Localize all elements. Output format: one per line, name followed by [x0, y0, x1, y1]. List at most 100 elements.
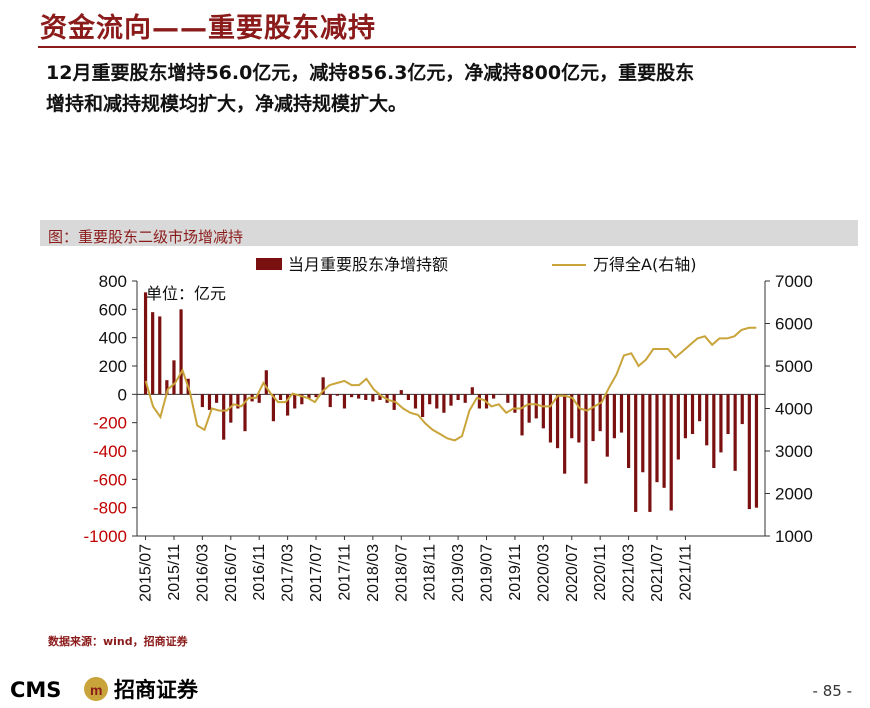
right-tick-label: 5000	[775, 357, 813, 376]
bar-net-holding	[463, 394, 467, 403]
bar-net-holding	[470, 387, 474, 395]
svg-text:m: m	[90, 682, 102, 698]
bar-net-holding	[541, 394, 545, 429]
left-tick-label: 0	[118, 385, 127, 404]
logo-emblem-icon	[84, 677, 108, 701]
bar-net-holding	[200, 394, 204, 408]
bar-net-holding	[683, 394, 688, 439]
x-tick-label: 2021/11	[677, 544, 694, 601]
bar-net-holding	[236, 394, 240, 409]
right-tick-label: 4000	[775, 400, 813, 419]
cms-logo: CMS m 招商证券	[10, 674, 230, 702]
bar-net-holding	[371, 394, 375, 402]
bar-net-holding	[641, 394, 645, 473]
bar-net-holding	[584, 394, 588, 484]
bar-net-holding	[300, 394, 304, 405]
bar-net-holding	[151, 312, 155, 395]
x-tick-label: 2019/11	[507, 544, 524, 601]
x-tick-label: 2017/07	[308, 544, 325, 602]
bar-net-holding	[634, 394, 638, 512]
legend-bar-swatch	[256, 258, 282, 270]
bar-net-holding	[499, 394, 503, 395]
bar-net-holding	[420, 394, 425, 417]
bar-net-holding	[335, 394, 339, 396]
logo-latin-text: CMS	[10, 678, 61, 702]
legend-line-label: 万得全A(右轴)	[593, 255, 696, 274]
bar-net-holding	[222, 394, 226, 440]
bar-net-holding	[207, 394, 212, 410]
bar-net-holding	[619, 394, 624, 433]
bar-net-holding	[278, 394, 283, 400]
left-tick-label: -800	[93, 499, 127, 518]
bar-net-holding	[712, 394, 716, 468]
chart-header-band	[40, 220, 858, 246]
x-tick-label: 2017/03	[280, 544, 297, 602]
bar-net-holding	[648, 394, 652, 512]
x-tick-label: 2018/03	[365, 544, 382, 602]
bar-net-holding	[364, 394, 368, 400]
bar-net-holding	[705, 394, 709, 446]
legend-bar-label: 当月重要股东净增持额	[288, 255, 448, 274]
bar-net-holding	[349, 394, 354, 398]
right-tick-label: 2000	[775, 485, 813, 504]
left-tick-label: 400	[99, 329, 127, 348]
bar-net-holding	[754, 394, 759, 508]
bar-net-holding	[442, 394, 446, 413]
unit-label: 单位：亿元	[146, 284, 226, 303]
bar-net-holding	[506, 394, 510, 403]
bar-net-holding	[229, 394, 233, 423]
page-title: 资金流向——重要股东减持	[40, 13, 376, 44]
bar-net-holding	[449, 394, 453, 406]
logo-cn-text: 招商证券	[114, 678, 199, 702]
x-tick-label: 2015/11	[166, 544, 183, 601]
bar-net-holding	[669, 394, 673, 511]
bar-net-holding	[662, 394, 666, 488]
x-tick-label: 2018/11	[422, 544, 439, 601]
bar-net-holding	[328, 394, 332, 408]
right-tick-label: 7000	[775, 272, 813, 291]
x-tick-label: 2021/07	[649, 544, 666, 602]
bar-net-holding	[321, 377, 325, 395]
bar-net-holding	[286, 394, 290, 416]
bar-net-holding	[243, 394, 247, 432]
right-tick-label: 3000	[775, 442, 813, 461]
bar-net-holding	[357, 394, 361, 399]
page-number: - 85 -	[812, 682, 852, 700]
x-tick-label: 2021/03	[621, 544, 638, 602]
left-tick-label: -400	[93, 442, 127, 461]
bar-net-holding	[605, 394, 609, 457]
bar-net-holding	[165, 380, 169, 395]
bar-net-holding	[570, 394, 574, 439]
right-tick-label: 6000	[775, 315, 813, 334]
x-tick-label: 2017/11	[336, 544, 353, 601]
bar-net-holding	[612, 394, 616, 439]
bar-net-holding	[626, 394, 631, 468]
bar-net-holding	[555, 394, 560, 449]
bar-net-holding	[534, 394, 538, 419]
bar-net-holding	[563, 394, 567, 474]
bar-net-holding	[492, 394, 496, 399]
bar-net-holding	[172, 360, 176, 395]
left-tick-label: -200	[93, 414, 127, 433]
x-tick-label: 2019/07	[479, 544, 496, 602]
left-tick-label: 600	[99, 300, 127, 319]
bar-net-holding	[527, 394, 531, 423]
title-divider	[38, 46, 856, 48]
line-wind-a-index	[144, 326, 757, 442]
bar-net-holding	[399, 390, 403, 395]
bar-net-holding	[435, 394, 439, 409]
bar-net-holding	[598, 394, 602, 432]
bar-net-holding	[293, 394, 297, 409]
bar-net-holding	[698, 394, 702, 422]
summary-line-1: 12月重要股东增持56.0亿元，减持856.3亿元，净减持800亿元，重要股东	[46, 62, 695, 84]
left-tick-label: 200	[99, 357, 127, 376]
logo-graphic: CMS m 招商证券	[10, 677, 199, 702]
bar-net-holding	[726, 394, 730, 434]
chart-title: 图：重要股东二级市场增减持	[48, 228, 244, 246]
bar-net-holding	[655, 394, 659, 483]
left-tick-label: -1000	[84, 527, 127, 546]
bar-net-holding	[413, 394, 418, 409]
bar-net-holding	[676, 394, 680, 460]
bar-net-holding	[477, 394, 482, 409]
